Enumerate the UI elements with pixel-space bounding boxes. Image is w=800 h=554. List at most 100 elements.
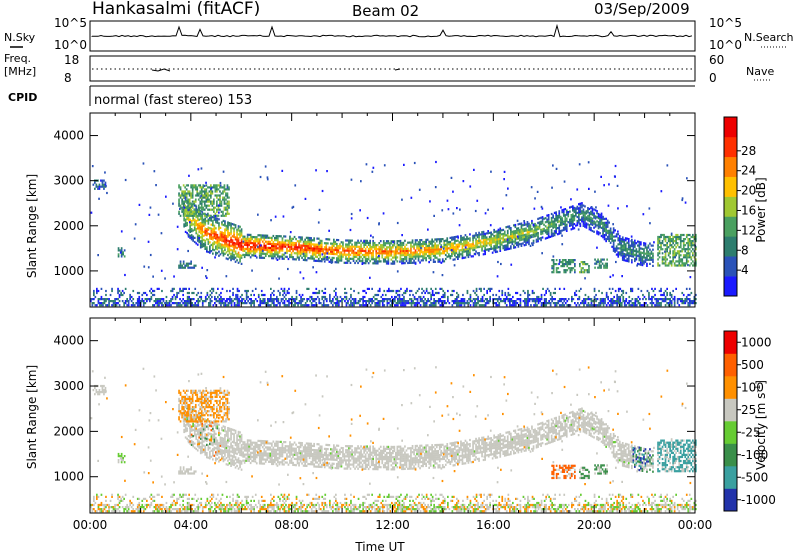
range-gate-cell bbox=[532, 231, 535, 234]
range-gate-cell bbox=[550, 225, 553, 228]
range-gate-cell bbox=[449, 242, 452, 246]
range-gate-cell bbox=[199, 230, 202, 233]
range-gate-cell bbox=[449, 257, 452, 260]
range-gate-cell bbox=[690, 258, 693, 261]
range-gate-cell bbox=[196, 233, 199, 236]
range-gate-cell bbox=[199, 236, 202, 239]
range-gate-cell bbox=[301, 246, 303, 249]
range-gate-cell bbox=[220, 300, 222, 303]
range-gate-cell bbox=[185, 194, 188, 197]
range-gate-cell bbox=[572, 259, 575, 262]
range-gate-cell bbox=[584, 302, 587, 305]
range-gate-cell bbox=[404, 304, 407, 307]
range-gate-cell bbox=[184, 210, 187, 213]
range-gate-cell bbox=[550, 221, 553, 224]
range-gate-cell bbox=[417, 249, 420, 252]
range-gate-cell bbox=[474, 302, 476, 305]
range-gate-cell bbox=[358, 259, 361, 263]
range-gate-cell bbox=[156, 298, 159, 301]
range-gate-cell bbox=[667, 235, 670, 239]
range-gate-cell bbox=[371, 170, 374, 173]
range-gate-cell bbox=[203, 208, 206, 211]
range-gate-cell bbox=[581, 220, 583, 223]
range-gate-cell bbox=[310, 245, 312, 248]
range-gate-cell bbox=[684, 300, 687, 303]
range-gate-cell bbox=[546, 214, 548, 217]
range-gate-cell bbox=[229, 295, 231, 299]
range-gate-cell bbox=[618, 253, 621, 256]
range-gate-cell bbox=[187, 198, 189, 201]
range-gate-cell bbox=[187, 214, 189, 217]
range-gate-cell bbox=[634, 253, 636, 257]
range-gate-cell bbox=[638, 251, 641, 254]
range-gate-cell bbox=[381, 304, 384, 307]
range-gate-cell bbox=[373, 262, 376, 265]
range-gate-cell bbox=[692, 235, 694, 239]
range-gate-cell bbox=[685, 295, 688, 299]
range-gate-cell bbox=[403, 298, 405, 301]
range-gate-cell bbox=[431, 242, 433, 245]
range-gate-cell bbox=[458, 245, 461, 248]
range-gate-cell bbox=[487, 230, 489, 233]
range-gate-cell bbox=[582, 271, 584, 274]
range-gate-cell bbox=[132, 289, 135, 293]
range-gate-cell bbox=[663, 238, 665, 241]
range-gate-cell bbox=[240, 244, 243, 247]
range-gate-cell bbox=[366, 241, 368, 244]
range-gate-cell bbox=[213, 232, 216, 235]
range-gate-cell bbox=[314, 247, 317, 250]
range-gate-cell bbox=[383, 289, 386, 293]
range-gate-cell bbox=[226, 192, 229, 195]
range-gate-cell bbox=[304, 248, 306, 251]
range-gate-cell bbox=[552, 232, 554, 235]
range-gate-cell bbox=[202, 208, 205, 211]
range-gate-cell bbox=[431, 240, 433, 243]
range-gate-cell bbox=[363, 295, 366, 299]
range-gate-cell bbox=[514, 230, 517, 233]
range-gate-cell bbox=[325, 298, 328, 301]
range-gate-cell bbox=[219, 198, 221, 201]
range-gate-cell bbox=[390, 240, 393, 243]
range-gate-cell bbox=[620, 248, 623, 251]
range-gate-cell bbox=[353, 304, 355, 307]
range-gate-cell bbox=[493, 245, 495, 248]
range-gate-cell bbox=[226, 210, 229, 213]
range-gate-cell bbox=[546, 228, 548, 231]
range-gate-cell bbox=[310, 255, 312, 258]
range-gate-cell bbox=[472, 289, 475, 293]
range-gate-cell bbox=[213, 214, 215, 217]
range-gate-cell bbox=[574, 263, 576, 266]
range-gate-cell bbox=[627, 256, 630, 259]
range-gate-cell bbox=[506, 248, 509, 251]
range-gate-cell bbox=[438, 258, 441, 261]
range-gate-cell bbox=[478, 237, 480, 240]
range-gate-cell bbox=[537, 221, 539, 224]
range-gate-cell bbox=[179, 298, 181, 301]
range-gate-cell bbox=[248, 254, 250, 257]
range-gate-cell bbox=[398, 302, 401, 305]
range-gate-cell bbox=[535, 226, 538, 229]
range-gate-cell bbox=[640, 304, 643, 307]
range-gate-cell bbox=[555, 263, 558, 266]
range-gate-cell bbox=[141, 293, 144, 297]
range-gate-cell bbox=[467, 255, 470, 259]
range-gate-cell bbox=[389, 244, 391, 247]
range-gate-cell bbox=[410, 245, 412, 248]
range-gate-cell bbox=[215, 221, 217, 224]
range-gate-cell bbox=[651, 287, 653, 290]
range-gate-cell bbox=[292, 298, 295, 301]
range-gate-cell bbox=[420, 239, 423, 242]
range-gate-cell bbox=[218, 224, 220, 227]
range-gate-cell bbox=[552, 261, 555, 264]
range-gate-cell bbox=[158, 298, 160, 301]
range-gate-cell bbox=[678, 254, 681, 257]
range-gate-cell bbox=[670, 302, 673, 305]
range-gate-cell bbox=[649, 248, 651, 251]
range-gate-cell bbox=[205, 194, 208, 197]
range-gate-cell bbox=[602, 304, 605, 307]
range-gate-cell bbox=[201, 219, 204, 222]
range-gate-cell bbox=[502, 236, 505, 240]
range-gate-cell bbox=[339, 255, 341, 258]
range-gate-cell bbox=[283, 300, 286, 303]
range-gate-cell bbox=[443, 246, 446, 249]
